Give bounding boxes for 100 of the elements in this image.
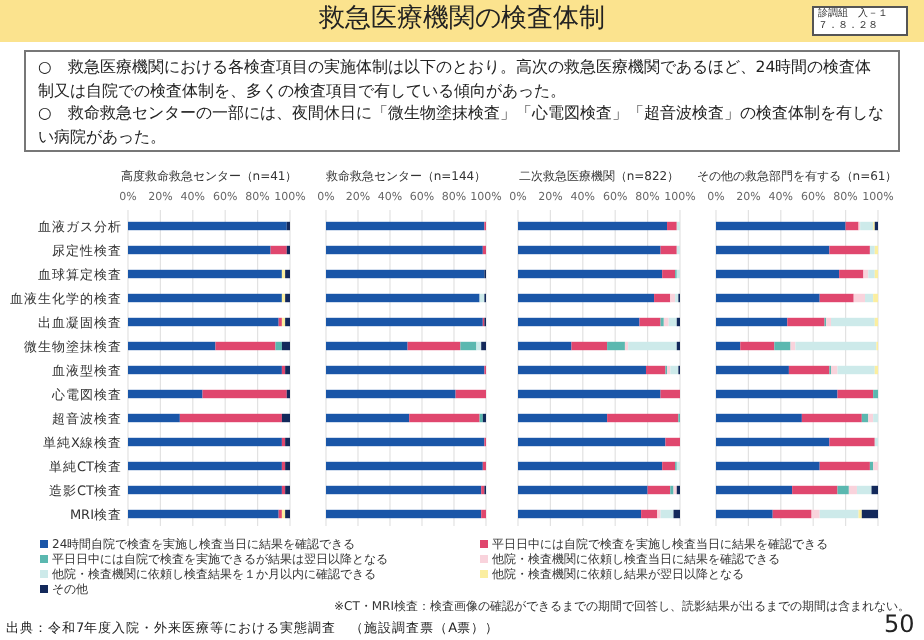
- bar: [326, 389, 456, 399]
- bar: [128, 221, 287, 231]
- bar: [856, 485, 872, 495]
- bar: [863, 269, 869, 279]
- bar: [128, 437, 282, 447]
- bar: [281, 413, 290, 423]
- bar: [326, 461, 483, 471]
- bar: [128, 341, 216, 351]
- bar: [819, 293, 854, 303]
- bar: [831, 365, 838, 375]
- bar: [837, 485, 849, 495]
- bar: [128, 245, 271, 255]
- bar: [839, 269, 864, 279]
- bar: [716, 509, 773, 519]
- bar: [281, 341, 290, 351]
- bar: [407, 341, 461, 351]
- bar: [716, 245, 830, 255]
- bar: [716, 437, 830, 447]
- bar: [716, 317, 788, 327]
- bar: [518, 293, 655, 303]
- bar: [665, 437, 680, 447]
- bar: [128, 317, 279, 327]
- bar: [667, 221, 677, 231]
- bar: [801, 413, 862, 423]
- bar: [645, 365, 666, 375]
- bar: [647, 485, 671, 495]
- bar: [716, 221, 846, 231]
- bar: [607, 413, 679, 423]
- bar: [518, 317, 640, 327]
- bar: [326, 341, 408, 351]
- bar: [641, 509, 658, 519]
- bar: [518, 341, 572, 351]
- bar: [774, 341, 791, 351]
- bar: [837, 389, 874, 399]
- bar: [476, 341, 482, 351]
- bar: [848, 485, 857, 495]
- bar: [270, 245, 287, 255]
- bar: [275, 341, 282, 351]
- bar: [518, 389, 661, 399]
- bar: [518, 269, 663, 279]
- text: 救急医療機関の検査体制: [319, 4, 605, 34]
- bar: [518, 245, 661, 255]
- bar: [662, 461, 676, 471]
- bar: [571, 341, 608, 351]
- bar: [654, 293, 671, 303]
- bar: [128, 293, 282, 303]
- bar: [455, 389, 486, 399]
- bar: [326, 245, 483, 255]
- bar: [668, 317, 677, 327]
- bar: [128, 389, 203, 399]
- bar: [128, 413, 180, 423]
- bar: [215, 341, 276, 351]
- bar: [202, 389, 287, 399]
- bar: [831, 317, 875, 327]
- bar: [792, 485, 838, 495]
- bar: [179, 413, 282, 423]
- bar: [811, 509, 820, 519]
- text: 50: [884, 610, 915, 638]
- bar: [518, 485, 648, 495]
- bar: [716, 341, 741, 351]
- bar: [716, 269, 840, 279]
- bar: [518, 221, 668, 231]
- bar: [826, 317, 832, 327]
- bar: [795, 341, 877, 351]
- bar: [326, 365, 485, 375]
- bar: [860, 221, 874, 231]
- bar: [660, 389, 680, 399]
- bar: [326, 293, 480, 303]
- bar: [326, 413, 410, 423]
- bar: [853, 293, 866, 303]
- bar: [716, 413, 802, 423]
- bar: [128, 485, 282, 495]
- bar: [716, 461, 820, 471]
- bar: [326, 509, 482, 519]
- bar: [409, 413, 480, 423]
- bar: [716, 365, 789, 375]
- bar: [460, 341, 477, 351]
- bar: [716, 293, 820, 303]
- bar: [518, 365, 646, 375]
- bar: [326, 437, 485, 447]
- bar: [518, 437, 666, 447]
- bar: [628, 341, 677, 351]
- bar: [128, 365, 282, 375]
- bar: [128, 269, 282, 279]
- bar: [660, 509, 674, 519]
- bar: [837, 365, 875, 375]
- bar: [788, 365, 830, 375]
- bar: [740, 341, 775, 351]
- bar: [819, 461, 870, 471]
- bar: [518, 461, 663, 471]
- bar: [518, 509, 642, 519]
- bar: [670, 365, 679, 375]
- bar: [865, 293, 874, 303]
- bar: [670, 293, 676, 303]
- bar: [829, 245, 870, 255]
- bar: [607, 341, 625, 351]
- bar: [518, 413, 608, 423]
- bar: [829, 437, 875, 447]
- bar: [716, 389, 838, 399]
- bar: [663, 317, 669, 327]
